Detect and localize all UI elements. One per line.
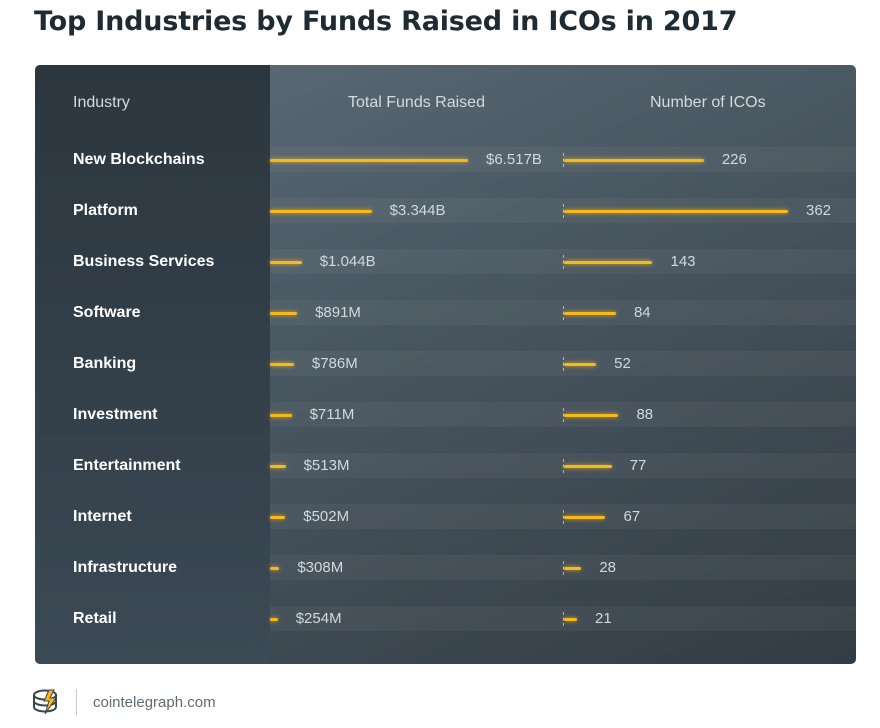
funds-value: $6.517B bbox=[486, 151, 542, 168]
icos-bar bbox=[564, 210, 788, 213]
funds-bar bbox=[270, 210, 372, 213]
icos-bar bbox=[564, 567, 582, 570]
funds-bar bbox=[270, 261, 302, 264]
column-divider bbox=[563, 510, 564, 524]
funds-bar bbox=[270, 567, 280, 570]
funds-bar bbox=[270, 159, 468, 162]
funds-value: $502M bbox=[303, 508, 350, 525]
column-divider bbox=[563, 561, 564, 575]
industry-column bbox=[35, 65, 270, 664]
funds-bar bbox=[270, 465, 286, 468]
funds-value: $254M bbox=[295, 610, 342, 627]
column-divider bbox=[563, 255, 564, 269]
industry-label: Internet bbox=[73, 508, 132, 525]
icos-bar bbox=[564, 261, 653, 264]
industry-label: Software bbox=[73, 304, 141, 321]
industry-label: Entertainment bbox=[73, 457, 181, 474]
icos-value: 77 bbox=[629, 457, 647, 474]
footer-divider bbox=[76, 689, 77, 715]
funds-value: $711M bbox=[309, 406, 355, 423]
industry-label: Retail bbox=[73, 610, 117, 627]
column-divider bbox=[563, 153, 564, 167]
funds-value: $308M bbox=[297, 559, 344, 576]
icos-header: Number of ICOs bbox=[650, 94, 766, 111]
column-divider bbox=[563, 408, 564, 422]
column-divider bbox=[563, 306, 564, 320]
icos-value: 84 bbox=[633, 304, 651, 321]
industry-label: Infrastructure bbox=[73, 559, 178, 576]
icos-bar bbox=[564, 618, 577, 621]
industry-header: Industry bbox=[73, 94, 130, 111]
column-divider bbox=[563, 204, 564, 218]
page-title: Top Industries by Funds Raised in ICOs i… bbox=[34, 6, 738, 37]
icos-value: 67 bbox=[623, 508, 641, 525]
industry-label: Banking bbox=[73, 355, 137, 372]
funds-bar bbox=[270, 618, 278, 621]
chart-panel: New Blockchains $6.517B 226 Platform $3.344B… bbox=[35, 65, 856, 664]
funds-bar bbox=[270, 312, 298, 315]
icos-value: 362 bbox=[806, 202, 832, 219]
industry-label: New Blockchains bbox=[73, 151, 205, 168]
funds-bar bbox=[270, 363, 294, 366]
icos-bar bbox=[564, 159, 704, 162]
industry-label: Investment bbox=[73, 406, 158, 423]
icos-value: 21 bbox=[594, 610, 612, 627]
column-divider bbox=[563, 357, 564, 371]
icos-value: 28 bbox=[599, 559, 616, 576]
icos-value: 226 bbox=[721, 151, 747, 168]
industry-label: Platform bbox=[73, 202, 138, 219]
funds-value: $786M bbox=[311, 355, 358, 372]
icos-value: 52 bbox=[614, 355, 631, 372]
icos-value: 143 bbox=[670, 253, 696, 270]
cointelegraph-logo-icon bbox=[33, 689, 57, 715]
icos-bar bbox=[564, 312, 616, 315]
funds-value: $891M bbox=[315, 304, 361, 321]
column-divider bbox=[563, 612, 564, 626]
footer: cointelegraph.com bbox=[32, 686, 216, 718]
icos-bar bbox=[564, 363, 597, 366]
icos-bar bbox=[564, 516, 606, 519]
footer-site: cointelegraph.com bbox=[93, 693, 216, 711]
funds-value: $1.044B bbox=[319, 253, 376, 270]
funds-value: $513M bbox=[303, 457, 350, 474]
column-divider bbox=[563, 459, 564, 473]
icos-bar bbox=[564, 465, 612, 468]
icos-bar bbox=[564, 414, 619, 417]
funds-bar bbox=[270, 516, 286, 519]
funds-bar bbox=[270, 414, 292, 417]
funds-header: Total Funds Raised bbox=[348, 94, 485, 111]
industry-label: Business Services bbox=[73, 253, 215, 270]
funds-value: $3.344B bbox=[389, 202, 446, 219]
icos-value: 88 bbox=[636, 406, 654, 423]
